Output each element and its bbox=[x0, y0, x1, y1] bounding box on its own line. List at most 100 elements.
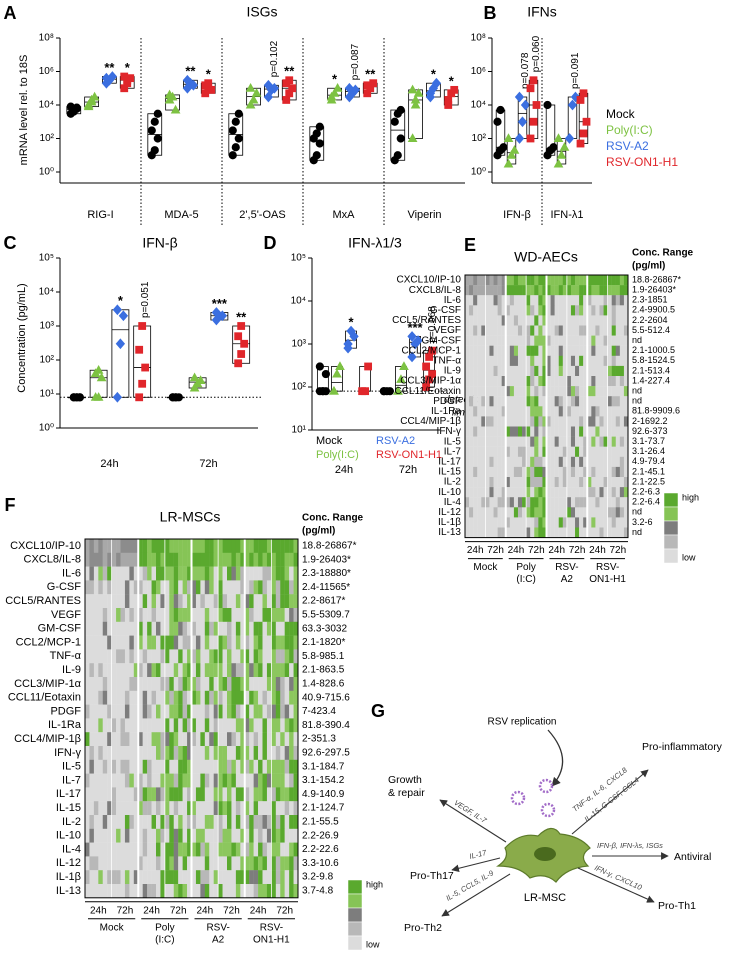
heatmap-cell bbox=[218, 801, 223, 816]
time-label: 72h bbox=[487, 545, 504, 556]
heatmap-cell bbox=[235, 621, 241, 636]
heatmap-cell bbox=[485, 426, 490, 437]
heatmap-cell bbox=[513, 275, 519, 286]
heatmap-cell bbox=[579, 275, 584, 286]
heatmap-cell bbox=[579, 345, 584, 356]
heatmap-cell bbox=[266, 552, 272, 567]
heatmap-cell bbox=[526, 466, 531, 478]
heatmap-cell bbox=[98, 746, 103, 760]
heatmap-cell bbox=[173, 773, 179, 788]
heatmap-cell bbox=[579, 436, 584, 447]
heatmap-cell bbox=[173, 746, 179, 760]
heatmap-cell bbox=[562, 416, 568, 427]
legend-label: Poly(I:C) bbox=[606, 123, 653, 137]
heatmap-cell bbox=[284, 635, 290, 650]
heatmap-cell bbox=[530, 365, 535, 377]
heatmap-cell bbox=[244, 828, 250, 843]
heatmap-cell bbox=[249, 787, 254, 802]
heatmap-cell bbox=[164, 787, 170, 802]
heatmap-cell bbox=[570, 275, 576, 286]
heatmap-cell bbox=[187, 759, 192, 774]
heatmap-cell bbox=[275, 704, 281, 719]
heatmap-cell bbox=[231, 677, 237, 691]
heatmap-cell bbox=[477, 416, 482, 427]
heatmap-cell bbox=[575, 345, 580, 356]
heatmap-cell bbox=[550, 275, 555, 286]
row-label: G-CSF bbox=[47, 581, 82, 593]
heatmap-cell bbox=[558, 527, 563, 538]
heatmap-cell bbox=[546, 517, 551, 528]
heatmap-cell bbox=[93, 787, 99, 802]
heatmap-cell bbox=[133, 801, 139, 816]
heatmap-cell bbox=[142, 856, 148, 871]
heatmap-cell bbox=[473, 507, 478, 518]
heatmap-cell bbox=[595, 446, 600, 457]
heatmap-cell bbox=[562, 285, 568, 296]
heatmap-cell bbox=[611, 446, 616, 457]
heatmap-cell bbox=[138, 884, 143, 898]
heatmap-cell bbox=[240, 690, 245, 705]
y-tick-label: 10⁴ bbox=[471, 100, 486, 111]
heatmap-cell bbox=[213, 677, 219, 691]
heatmap-cell bbox=[517, 335, 523, 346]
heatmap-cell bbox=[102, 635, 108, 650]
heatmap-cell bbox=[93, 663, 99, 678]
row-label: TNF-α bbox=[50, 650, 82, 662]
heatmap-cell bbox=[562, 406, 568, 417]
heatmap-cell bbox=[284, 663, 290, 678]
heatmap-cell bbox=[501, 285, 506, 296]
heatmap-cell bbox=[505, 487, 511, 498]
data-point bbox=[234, 332, 243, 341]
heatmap-cell bbox=[619, 376, 625, 387]
heatmap-cell bbox=[93, 801, 99, 816]
heatmap-cell bbox=[195, 704, 201, 719]
legend-swatch bbox=[347, 921, 363, 937]
heatmap-cell bbox=[240, 759, 245, 774]
heatmap-cell bbox=[566, 396, 572, 407]
heatmap-cell bbox=[534, 456, 539, 468]
heatmap-cell bbox=[546, 396, 551, 407]
heatmap-cell bbox=[465, 275, 470, 286]
heatmap-cell bbox=[262, 539, 268, 553]
heatmap-cell bbox=[517, 436, 523, 447]
data-point bbox=[407, 84, 418, 94]
heatmap-cell bbox=[249, 773, 254, 788]
heatmap-cell bbox=[485, 416, 490, 427]
heatmap-cell bbox=[102, 649, 108, 664]
significance-label: * bbox=[118, 293, 124, 308]
heatmap-cell bbox=[258, 801, 263, 816]
heatmap-cell bbox=[120, 828, 126, 843]
heatmap-cell bbox=[477, 305, 482, 316]
heatmap-cell bbox=[253, 608, 259, 622]
heatmap-cell bbox=[244, 539, 250, 553]
heatmap-cell bbox=[619, 466, 625, 478]
heatmap-cell bbox=[509, 275, 515, 286]
heatmap-cell bbox=[615, 436, 621, 447]
heatmap-cell bbox=[534, 355, 539, 367]
heatmap-cell bbox=[244, 635, 250, 650]
heatmap-cell bbox=[583, 527, 588, 538]
heatmap-cell bbox=[505, 517, 511, 528]
heatmap-cell bbox=[493, 446, 498, 457]
heatmap-cell bbox=[89, 635, 95, 650]
heatmap-cell bbox=[142, 539, 148, 553]
heatmap-cell bbox=[231, 552, 237, 567]
heatmap-cell bbox=[160, 580, 166, 595]
heatmap-cell bbox=[554, 487, 559, 498]
heatmap-cell bbox=[558, 285, 563, 296]
heatmap-cell bbox=[258, 580, 263, 595]
heatmap-cell bbox=[280, 663, 285, 678]
heatmap-cell bbox=[160, 842, 166, 857]
heatmap-cell bbox=[160, 621, 166, 636]
heatmap-cell bbox=[509, 466, 515, 478]
heatmap-cell bbox=[151, 746, 157, 760]
heatmap-cell bbox=[493, 487, 498, 498]
heatmap-cell bbox=[587, 416, 592, 427]
heatmap-cell bbox=[240, 649, 245, 664]
heatmap-cell bbox=[213, 746, 219, 760]
heatmap-cell bbox=[517, 285, 523, 296]
heatmap-cell bbox=[293, 773, 299, 788]
heatmap-cell bbox=[534, 426, 539, 437]
heatmap-cell bbox=[575, 517, 580, 528]
heatmap-cell bbox=[570, 466, 576, 478]
